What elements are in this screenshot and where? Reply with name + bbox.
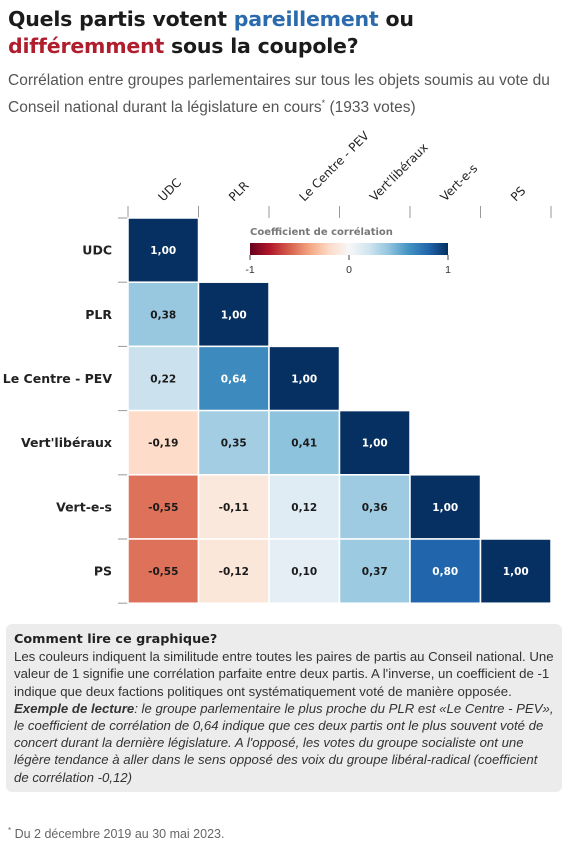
heatmap-cell	[268, 538, 341, 604]
subtitle-suffix: (1933 votes)	[325, 99, 416, 117]
cell-value-label: 0,22	[150, 374, 176, 386]
row-label: PS	[94, 564, 112, 579]
cell-value-label: 1,00	[150, 245, 176, 257]
column-label: PLR	[226, 178, 252, 204]
cell-value-label: 1,00	[503, 566, 529, 578]
column-label: Vert'libéraux	[367, 140, 431, 204]
footnote-marker: *	[8, 826, 12, 835]
title-word-diff: différemment	[8, 34, 165, 58]
title-word-same: pareillement	[233, 7, 379, 31]
legend-title: Coefficient de corrélation	[250, 226, 393, 238]
row-label: PLR	[85, 307, 112, 322]
column-label: UDC	[155, 176, 184, 205]
heatmap-cell	[268, 409, 341, 476]
heatmap-cell	[197, 281, 270, 348]
legend-tick-label: 0	[346, 264, 352, 276]
cell-value-label: 0,36	[362, 502, 388, 514]
subtitle-marker: *	[321, 98, 326, 108]
cell-value-label: 0,35	[221, 438, 247, 450]
legend-tick-label: 1	[445, 264, 451, 276]
cell-value-label: -0,11	[219, 502, 249, 514]
row-label: Vert-e-s	[56, 499, 112, 514]
heatmap-cell	[197, 345, 270, 412]
reading-guide-body: Les couleurs indiquent la similitude ent…	[14, 649, 554, 699]
cell-value-label: 1,00	[432, 502, 458, 514]
footnote-text: Du 2 décembre 2019 au 30 mai 2023.	[11, 827, 225, 842]
cell-value-label: -0,55	[148, 566, 178, 578]
heatmap-cell	[127, 217, 200, 283]
heatmap-cell	[409, 538, 482, 604]
cell-value-label: 0,10	[291, 566, 317, 578]
title-part-1: Quels partis votent	[8, 7, 234, 31]
cell-value-label: 0,41	[291, 438, 317, 450]
chart-subtitle: Corrélation entre groupes parlementaires…	[8, 70, 564, 119]
cell-value-label: 1,00	[221, 309, 247, 321]
reading-example: Exemple de lecture: le groupe parlementa…	[14, 700, 554, 786]
column-label: Vert-e-s	[437, 161, 480, 204]
heatmap-cell	[479, 538, 552, 604]
heatmap-cell	[197, 538, 270, 604]
subtitle-text: Corrélation entre groupes parlementaires…	[8, 72, 550, 117]
cell-value-label: 0,64	[221, 374, 247, 386]
chart-title: Quels partis votent pareillement ou diff…	[8, 6, 564, 60]
legend-color-bar	[250, 243, 448, 255]
heatmap-cell	[197, 409, 270, 476]
cell-value-label: 0,37	[362, 566, 388, 578]
legend-tick-label: -1	[245, 264, 254, 276]
reading-example-label: Exemple de lecture	[14, 700, 135, 716]
heatmap-cell	[268, 345, 341, 412]
title-part-2: ou	[378, 7, 414, 31]
cell-value-label: 0,12	[291, 502, 317, 514]
heatmap-cell	[127, 538, 200, 604]
heatmap-cell	[197, 474, 270, 540]
heatmap-cell	[268, 474, 341, 540]
cell-value-label: 0,38	[150, 309, 176, 321]
reading-example-text: : le groupe parlementaire le plus proche…	[14, 700, 554, 785]
reading-guide-box: Comment lire ce graphique? Les couleurs …	[6, 624, 562, 792]
cell-value-label: -0,55	[148, 502, 178, 514]
row-label: Le Centre - PEV	[3, 371, 113, 386]
cell-value-label: 0,80	[432, 566, 458, 578]
reading-guide-heading: Comment lire ce graphique?	[14, 632, 218, 647]
cell-value-label: -0,19	[148, 438, 178, 450]
cell-value-label: 1,00	[291, 374, 317, 386]
heatmap-cell	[338, 538, 411, 604]
heatmap-cell	[127, 345, 200, 412]
footnote: * Du 2 décembre 2019 au 30 mai 2023.	[8, 826, 224, 841]
cell-value-label: -0,12	[219, 566, 249, 578]
heatmap-cell	[127, 474, 200, 540]
title-part-3: sous la coupole?	[164, 34, 359, 58]
column-label: PS	[508, 184, 528, 204]
row-label: UDC	[82, 243, 112, 258]
row-label: Vert'libéraux	[21, 435, 112, 450]
column-label: Le Centre - PEV	[296, 130, 372, 204]
cell-value-label: 1,00	[362, 438, 388, 450]
heatmap-cell	[338, 474, 411, 540]
